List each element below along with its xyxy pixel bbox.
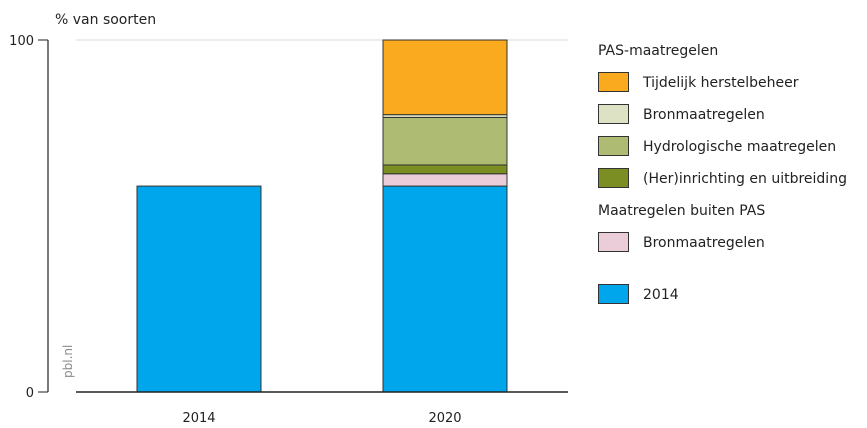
legend-item-label: Bronmaatregelen <box>643 235 765 251</box>
legend-item-label: Hydrologische maatregelen <box>643 139 836 155</box>
bar-segment-her-inrichting-en-uitbreiding <box>382 164 508 175</box>
legend-item-label: 2014 <box>643 287 679 303</box>
legend-swatch <box>598 136 629 156</box>
y-tick-label: 100 <box>9 34 34 49</box>
bar-segment-tijdelijk-herstelbeheer <box>382 39 508 116</box>
bars <box>136 39 508 393</box>
legend: PAS-maatregelen Tijdelijk herstelbeheer Br… <box>598 43 847 304</box>
legend-swatch <box>598 168 629 188</box>
x-tick-label: 2020 <box>428 411 461 426</box>
bar-segment-hydrologische-maatregelen <box>382 116 508 166</box>
y-axis-label: % van soorten <box>55 12 156 28</box>
legend-group-title: PAS-maatregelen <box>598 43 718 59</box>
legend-item-label: Tijdelijk herstelbeheer <box>642 75 799 91</box>
x-tick-label: 2014 <box>182 411 215 426</box>
legend-swatch <box>598 284 629 304</box>
legend-item-label: Bronmaatregelen <box>643 107 765 123</box>
legend-swatch <box>598 72 629 92</box>
legend-swatch <box>598 232 629 252</box>
axes: 0 100 2014 2020 <box>9 34 568 426</box>
legend-item-label: (Her)inrichting en uitbreiding <box>643 171 847 187</box>
source-label: pbl.nl <box>61 345 75 378</box>
bar-segment-2014 <box>136 185 262 393</box>
legend-swatch <box>598 104 629 124</box>
legend-group-title: Maatregelen buiten PAS <box>598 203 765 219</box>
bar-segment-2014 <box>382 185 508 393</box>
bar-segment-bronmaatregelen <box>382 173 508 187</box>
y-tick-label: 0 <box>26 386 34 401</box>
